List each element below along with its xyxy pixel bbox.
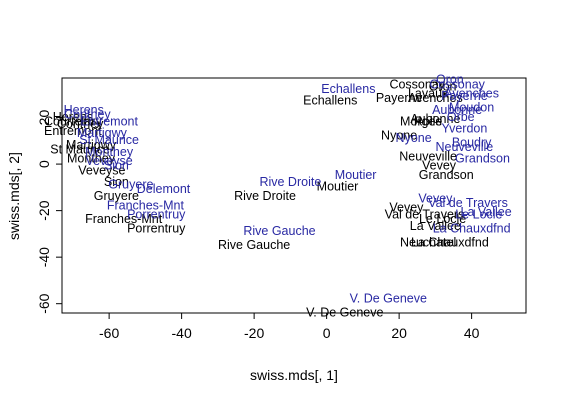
point-label-blue: Moudon xyxy=(449,101,494,115)
point-label-black: Moutier xyxy=(317,180,359,194)
point-label-blue: Orbe xyxy=(447,110,475,124)
y-tick-label: -20 xyxy=(36,200,52,220)
point-label-blue: Echallens xyxy=(321,82,375,96)
point-label-blue: Vevey xyxy=(418,191,453,205)
point-label-black: Cossonay xyxy=(389,77,445,91)
point-label-black: Nyone xyxy=(381,128,417,142)
point-label-blue: Martigwy xyxy=(77,126,128,140)
point-label-black: Porrentruy xyxy=(127,222,186,236)
point-label-black: Avenches xyxy=(408,91,463,105)
plot-frame xyxy=(61,77,527,314)
point-label-black: Val de Travers xyxy=(385,208,465,222)
point-label-blue: La Chauxdfnd xyxy=(433,222,511,236)
point-label-blue: Sion xyxy=(104,159,129,173)
point-label-blue: Gruyere xyxy=(108,177,153,191)
point-label-black: Morges xyxy=(400,115,442,129)
point-label-black: V. De Geneve xyxy=(306,305,383,319)
x-tick-label: 0 xyxy=(323,325,331,341)
y-tick-label: 20 xyxy=(36,110,52,126)
y-tick-label: -40 xyxy=(36,247,52,267)
x-tick-label: 40 xyxy=(464,325,480,341)
point-label-blue: Aubonne xyxy=(432,103,482,117)
point-label-black: Conthey xyxy=(57,117,104,131)
point-label-black: Gruyere xyxy=(94,189,139,203)
point-label-black: Sion xyxy=(104,175,129,189)
point-label-blue: Yverdon xyxy=(441,121,487,135)
point-label-blue: V. De Geneve xyxy=(350,291,427,305)
point-label-black: Vevey xyxy=(389,201,424,215)
point-label-black: Courtelary xyxy=(44,115,102,129)
point-label-black: Rolle xyxy=(414,115,443,129)
point-label-black: Oron xyxy=(429,80,457,94)
point-label-blue: Neuveville xyxy=(436,140,494,154)
point-label-black: La Chauxdfnd xyxy=(411,235,489,249)
x-tick-label: -60 xyxy=(99,325,119,341)
point-labels: CourtelaryHerensContheyEntremontMartigwy… xyxy=(44,73,512,320)
x-tick-label: 20 xyxy=(391,325,407,341)
point-label-blue: Entremont xyxy=(80,115,138,129)
point-label-black: La Vallee xyxy=(410,219,461,233)
point-label-blue: Moutier xyxy=(335,168,377,182)
point-label-black: Neuveville xyxy=(399,149,457,163)
point-label-blue: Rive Gauche xyxy=(243,224,315,238)
point-label-blue: Oron xyxy=(436,73,464,87)
point-label-black: Monthey xyxy=(67,152,116,166)
point-label-blue: Veveyse xyxy=(85,154,132,168)
point-label-blue: Le Locle xyxy=(455,208,502,222)
point-label-black: Neuchatel xyxy=(400,235,456,249)
point-label-black: Lavaux xyxy=(408,87,449,101)
y-axis-title: swiss.mds[, 2] xyxy=(6,152,22,240)
point-label-blue: Val de Travers xyxy=(428,196,508,210)
point-label-black: Entremont xyxy=(44,124,102,138)
point-label-blue: Herens xyxy=(64,103,104,117)
y-axis: -60 -40 -20 0 20 xyxy=(36,110,62,314)
y-tick-label: 0 xyxy=(36,160,52,168)
x-axis-title: swiss.mds[, 1] xyxy=(250,367,338,383)
point-label-blue: La Vallee xyxy=(461,205,512,219)
x-tick-label: -40 xyxy=(172,325,192,341)
point-label-blue: Porrentruy xyxy=(127,208,186,222)
y-tick-label: -60 xyxy=(36,293,52,313)
point-label-blue: Rive Droite xyxy=(259,175,321,189)
point-label-blue: Payerne xyxy=(441,89,488,103)
point-label-blue: Conthey xyxy=(64,108,111,122)
point-label-blue: Boudry xyxy=(452,135,492,149)
point-label-blue: Franches-Mnt xyxy=(107,198,185,212)
x-axis: -60 -40 -20 0 20 40 xyxy=(99,313,480,341)
point-label-black: Grandson xyxy=(419,168,474,182)
point-label-black: Rive Droite xyxy=(234,189,296,203)
point-label-black: Aubonne xyxy=(410,112,460,126)
point-label-black: Rive Gauche xyxy=(218,238,290,252)
point-label-blue: Cossonay xyxy=(429,77,485,91)
point-label-black: Veveyse xyxy=(78,163,125,177)
point-label-black: Echallens xyxy=(303,94,357,108)
point-label-black: Franches-Mnt xyxy=(85,212,163,226)
point-label-blue: Nyone xyxy=(396,131,432,145)
x-tick-label: -20 xyxy=(244,325,264,341)
point-label-black: Le Locle xyxy=(419,212,466,226)
point-label-blue: Avenches xyxy=(444,87,499,101)
point-label-black: Herens xyxy=(53,110,93,124)
point-label-black: Martigwy xyxy=(66,138,117,152)
point-label-blue: Monthey xyxy=(85,145,134,159)
point-label-blue: Delemont xyxy=(137,182,191,196)
point-label-blue: Grandson xyxy=(455,152,510,166)
point-label-black: Payerne xyxy=(376,91,423,105)
point-label-blue: St Maurice xyxy=(79,133,139,147)
point-label-black: Vevey xyxy=(422,159,457,173)
point-label-black: St Maurice xyxy=(50,142,110,156)
